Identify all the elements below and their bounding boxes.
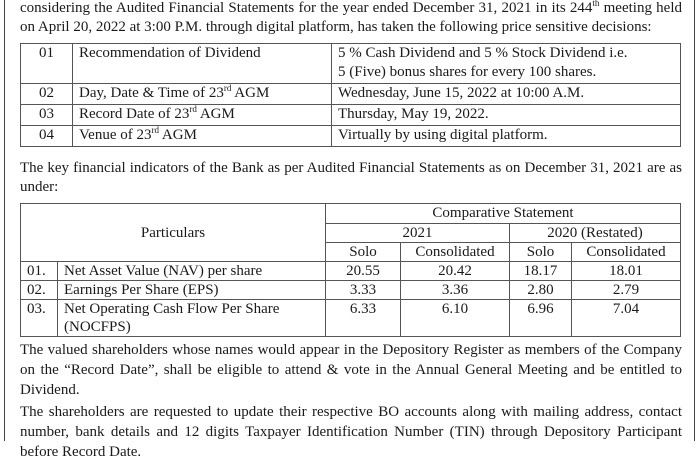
row-number: 01 — [20, 43, 73, 84]
value-cell: 3.36 — [400, 280, 510, 300]
decision-item: Day, Date & Time of 23rd AGM — [72, 83, 332, 105]
value-cell: 3.33 — [325, 280, 401, 300]
value-cell: 18.17 — [509, 261, 572, 281]
particulars-header: Particulars — [20, 203, 326, 262]
comparative-statement-header: Comparative Statement — [325, 203, 681, 224]
decision-detail: Wednesday, June 15, 2022 at 10:00 A.M. — [331, 83, 681, 105]
row-number: 02. — [20, 280, 58, 300]
value-cell: 6.33 — [325, 299, 401, 337]
value-cell: 18.01 — [571, 261, 681, 281]
table-row: 04 Venue of 23rd AGM Virtually by using … — [20, 125, 681, 147]
intro-paragraph: considering the Audited Financial Statem… — [20, 0, 682, 35]
year-header: 2021 — [325, 223, 510, 243]
row-number: 04 — [20, 125, 73, 147]
decision-item: Recommendation of Dividend — [72, 43, 332, 84]
table-row: 02. Earnings Per Share (EPS) 3.33 3.36 2… — [20, 280, 681, 300]
bo-update-paragraph: The shareholders are requested to update… — [20, 404, 682, 460]
decision-item: Record Date of 23rd AGM — [72, 104, 332, 126]
value-cell: 6.96 — [509, 299, 572, 337]
header-row: Solo Consolidated Solo Consolidated — [21, 242, 681, 262]
decision-detail: 5 % Cash Dividend and 5 % Stock Dividend… — [331, 43, 681, 84]
value-cell: 20.55 — [325, 261, 401, 281]
row-label: Earnings Per Share (EPS) — [57, 280, 326, 300]
page-border-right — [694, 0, 695, 441]
sub-header: Solo — [509, 242, 572, 262]
decision-item: Venue of 23rd AGM — [72, 125, 332, 147]
header-row: Particulars Comparative Statement — [20, 203, 681, 262]
row-label: Net Operating Cash Flow Per Share (NOCFP… — [57, 299, 326, 337]
row-number: 01. — [20, 261, 58, 281]
table-row: 02 Day, Date & Time of 23rd AGM Wednesda… — [20, 83, 681, 105]
row-number: 02 — [20, 83, 73, 105]
value-cell: 2.79 — [571, 280, 681, 300]
record-date-paragraph: The valued shareholders whose names woul… — [20, 342, 682, 398]
indicators-intro: The key financial indicators of the Bank… — [20, 160, 682, 195]
sub-header: Solo — [325, 242, 401, 262]
year-header: 2020 (Restated) — [509, 223, 681, 243]
table-row: 01 Recommendation of Dividend 5 % Cash D… — [20, 43, 681, 84]
decisions-table: 01 Recommendation of Dividend 5 % Cash D… — [20, 43, 681, 147]
row-label: Net Asset Value (NAV) per share — [57, 261, 326, 281]
page-border-left — [4, 0, 5, 441]
table-row: 01. Net Asset Value (NAV) per share 20.5… — [20, 261, 681, 281]
value-cell: 2.80 — [509, 280, 572, 300]
table-row: 03 Record Date of 23rd AGM Thursday, May… — [20, 104, 681, 126]
table-row: 03. Net Operating Cash Flow Per Share (N… — [20, 299, 681, 337]
financial-indicators-table: Particulars Comparative Statement 2021 2… — [20, 203, 681, 337]
decision-detail: Thursday, May 19, 2022. — [331, 104, 681, 126]
sub-header: Consolidated — [400, 242, 510, 262]
row-number: 03 — [20, 104, 73, 126]
value-cell: 20.42 — [400, 261, 510, 281]
value-cell: 6.10 — [400, 299, 510, 337]
value-cell: 7.04 — [571, 299, 681, 337]
decision-detail: Virtually by using digital platform. — [331, 125, 681, 147]
row-number: 03. — [20, 299, 58, 337]
sub-header: Consolidated — [571, 242, 681, 262]
